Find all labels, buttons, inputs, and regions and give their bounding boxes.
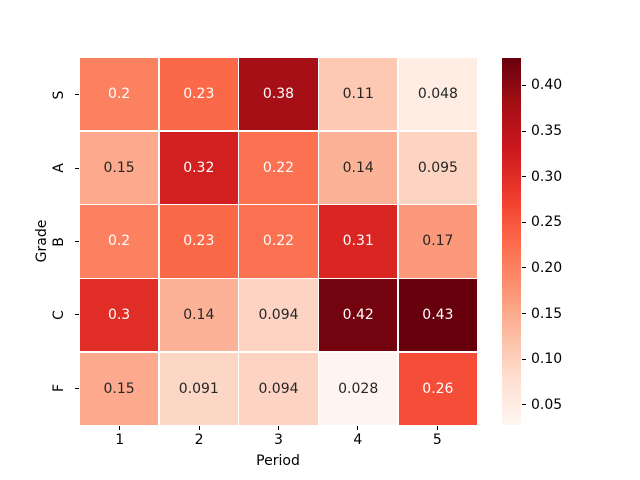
- x-tick-mark: [357, 426, 359, 430]
- y-tick-mark: [75, 241, 79, 242]
- x-tick-label: 1: [115, 432, 125, 448]
- colorbar-tick-mark: [522, 313, 526, 315]
- y-tick-label: S: [51, 90, 67, 100]
- heatmap-cell: 0.048: [398, 58, 477, 131]
- colorbar-tick-mark: [522, 130, 526, 132]
- heatmap-cell: 0.15: [80, 352, 159, 425]
- heatmap-cell: 0.028: [319, 352, 398, 425]
- x-tick-mark: [436, 426, 438, 430]
- heatmap-cell: 0.23: [159, 205, 238, 278]
- x-tick-label: 3: [274, 432, 283, 448]
- x-tick-mark: [278, 426, 279, 430]
- colorbar-tick-mark: [522, 404, 526, 406]
- heatmap-cell: 0.094: [239, 352, 318, 425]
- x-tick-label: 2: [194, 432, 204, 448]
- heatmap-cell: 0.23: [159, 58, 238, 131]
- colorbar-tick-label: 0.40: [531, 77, 563, 94]
- colorbar-tick-label: 0.35: [531, 123, 563, 140]
- y-tick-mark: [75, 314, 79, 316]
- colorbar-tick-mark: [522, 358, 526, 360]
- heatmap-cell: 0.15: [80, 131, 159, 204]
- colorbar: [502, 58, 521, 425]
- heatmap-cell: 0.31: [319, 205, 398, 278]
- colorbar-tick-label: 0.15: [531, 305, 563, 322]
- x-tick-mark: [119, 426, 121, 430]
- colorbar-tick-mark: [522, 176, 526, 178]
- heatmap-cell: 0.091: [159, 352, 238, 425]
- heatmap-cell: 0.095: [398, 131, 477, 204]
- y-tick-mark: [75, 94, 79, 96]
- heatmap-cell: 0.26: [398, 352, 477, 425]
- x-tick-mark: [198, 426, 200, 430]
- heatmap-cell: 0.14: [319, 131, 398, 204]
- colorbar-tick-mark: [522, 267, 526, 269]
- heatmap-cell: 0.43: [398, 279, 477, 352]
- heatmap-cell: 0.17: [398, 205, 477, 278]
- colorbar-tick-mark: [522, 221, 526, 223]
- heatmap-grid: 0.2 0.23 0.38 0.11 0.048 0.15 0.32 0.22 0.14 0.09…: [80, 58, 477, 425]
- colorbar-tick-label: 0.20: [531, 259, 563, 276]
- colorbar-tick-mark: [522, 84, 526, 86]
- x-tick-label: 4: [353, 432, 363, 448]
- heatmap-cell: 0.11: [319, 58, 398, 131]
- y-tick-label: F: [51, 384, 67, 393]
- x-axis-label: Period: [256, 453, 300, 469]
- y-tick-mark: [75, 167, 79, 169]
- y-tick-label: C: [51, 310, 67, 320]
- y-axis-label: Grade: [34, 219, 50, 263]
- colorbar-tick-label: 0.10: [531, 351, 563, 368]
- x-tick-label: 5: [432, 432, 442, 448]
- heatmap-cell: 0.3: [80, 279, 159, 352]
- colorbar-tick-label: 0.05: [531, 396, 563, 413]
- y-tick-label: A: [51, 163, 67, 173]
- heatmap-cell: 0.22: [239, 205, 318, 278]
- heatmap-cell: 0.094: [239, 279, 318, 352]
- heatmap-cell: 0.32: [159, 131, 238, 204]
- heatmap-cell: 0.38: [239, 58, 318, 131]
- heatmap-cell: 0.2: [80, 205, 159, 278]
- heatmap-cell: 0.2: [80, 58, 159, 131]
- y-tick-mark: [75, 387, 79, 389]
- heatmap-cell: 0.42: [319, 279, 398, 352]
- heatmap-cell: 0.14: [159, 279, 238, 352]
- colorbar-tick-label: 0.25: [531, 214, 563, 231]
- colorbar-tick-label: 0.30: [531, 168, 563, 185]
- heatmap-cell: 0.22: [239, 131, 318, 204]
- y-tick-label: B: [51, 236, 67, 247]
